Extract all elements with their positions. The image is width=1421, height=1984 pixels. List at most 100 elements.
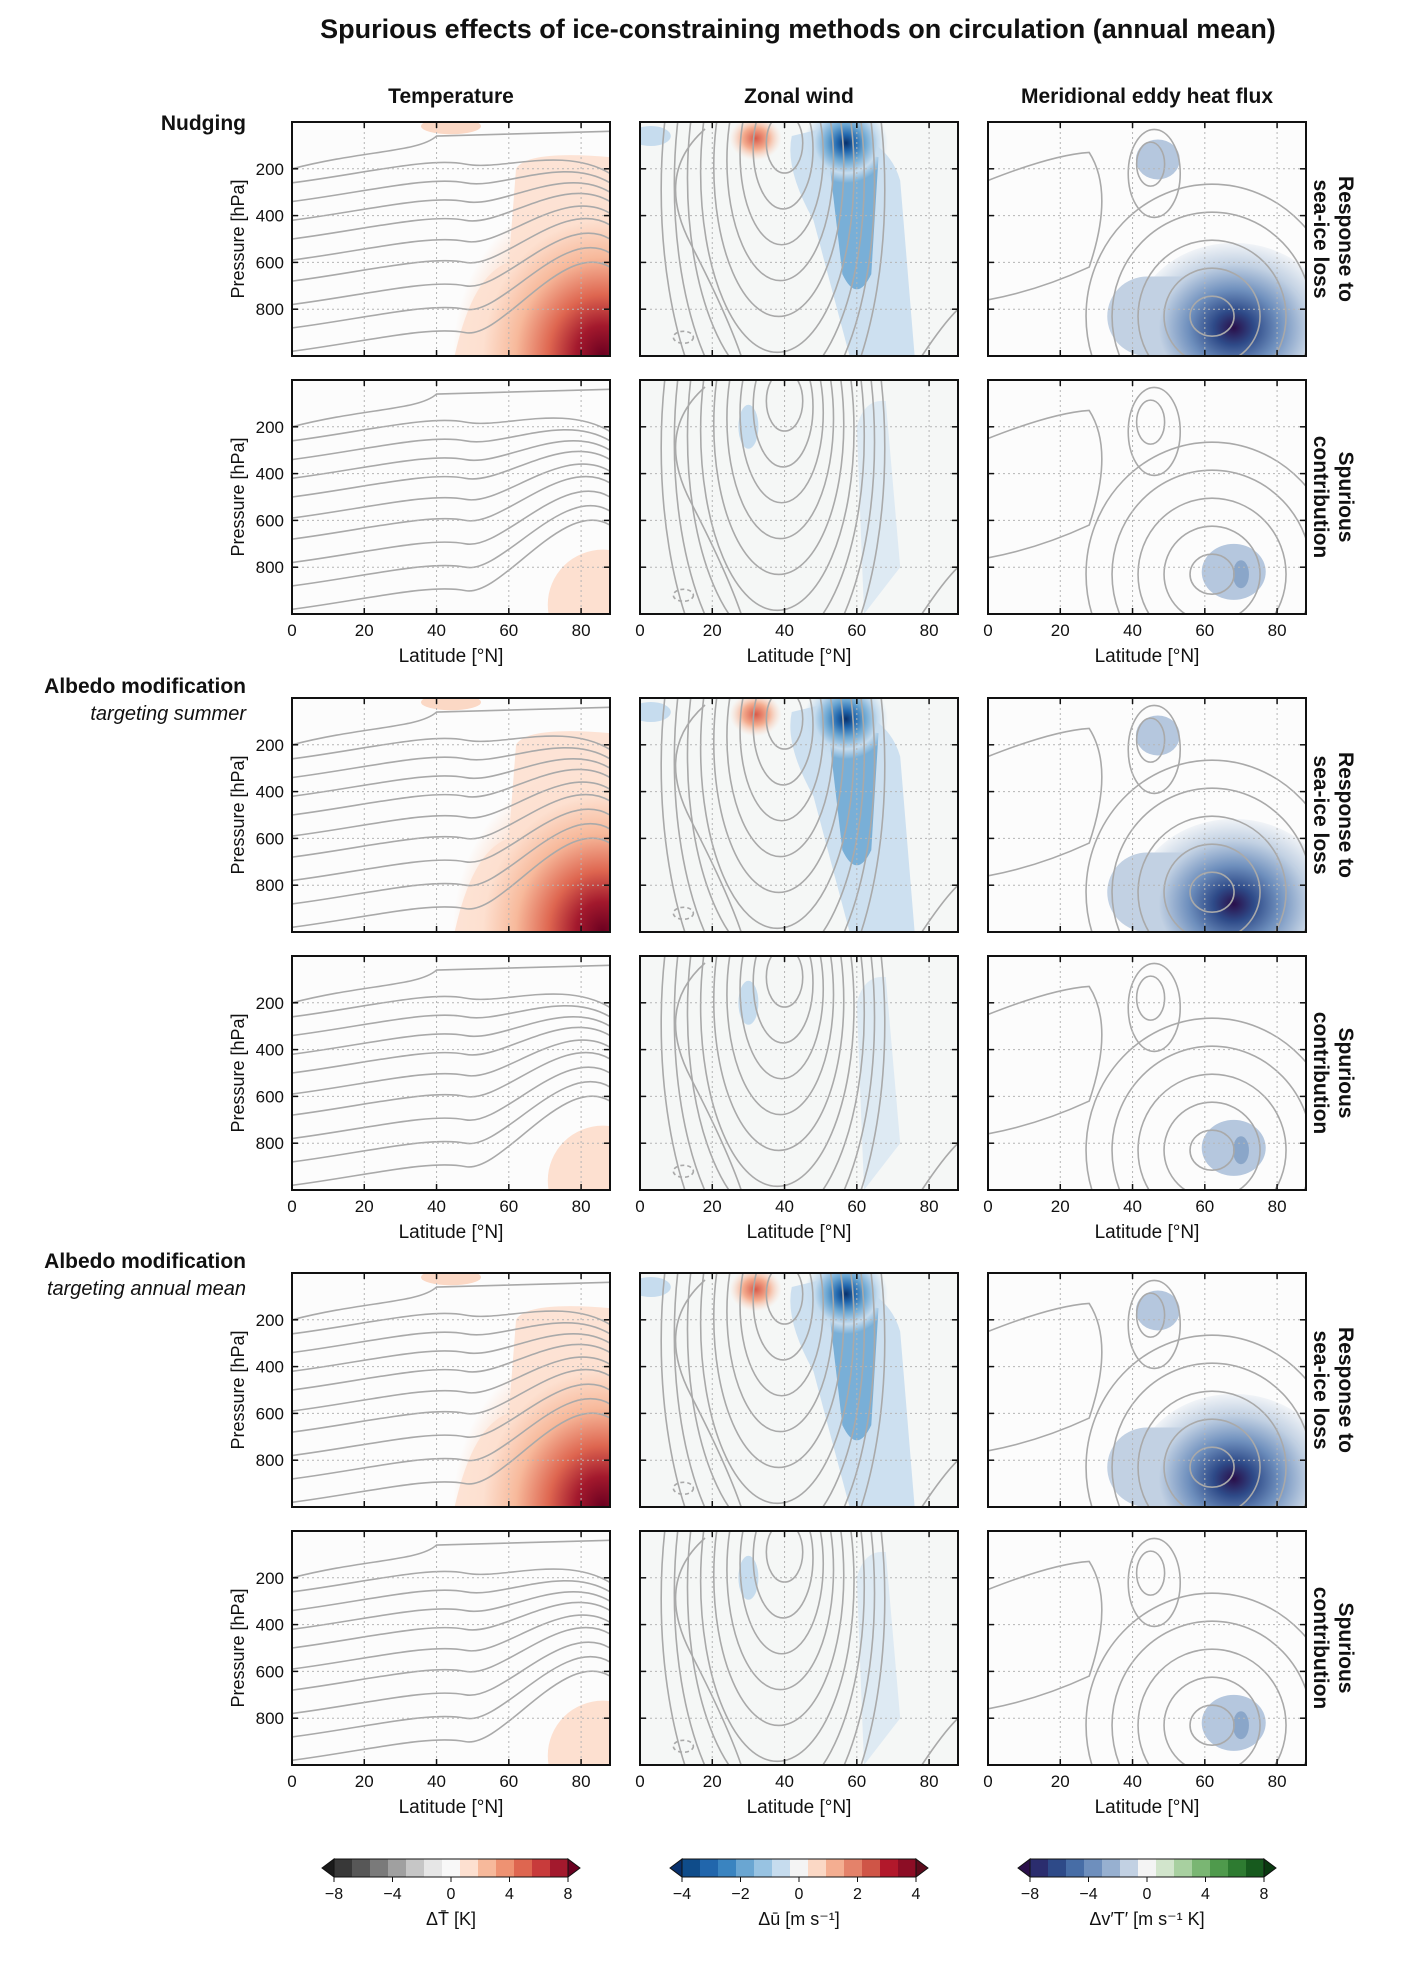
x-tick-label: 80: [1268, 1772, 1287, 1791]
climatology-contour: [292, 993, 610, 1018]
climatology-contour: [292, 964, 610, 1004]
climatology-contour: [292, 192, 610, 240]
row-label: Spuriouscontribution: [1309, 1587, 1357, 1709]
climatology-contour: [292, 781, 610, 837]
x-tick-label: 80: [920, 621, 939, 640]
x-tick-label: 40: [775, 621, 794, 640]
y-tick-label: 600: [256, 1404, 284, 1423]
y-tick-label: 400: [256, 1041, 284, 1060]
x-axis-label: Latitude [°N]: [747, 646, 852, 667]
x-tick-label: 60: [499, 1772, 518, 1791]
panel: [987, 1272, 1307, 1508]
temperature-warming-core: [452, 186, 610, 356]
x-tick-label: 40: [1123, 1197, 1142, 1216]
temperature-anomaly-fill: [547, 549, 610, 614]
y-tick-label: 400: [256, 207, 284, 226]
row-label-line: Spurious: [1334, 1602, 1357, 1693]
column-header: Meridional eddy heat flux: [1021, 85, 1273, 108]
colorbar-extend-low: [669, 1858, 683, 1878]
climatology-contour: [292, 417, 610, 442]
row-label-line: Spurious: [1334, 451, 1357, 542]
climatology-contour: [1189, 1446, 1235, 1489]
climatology-contour: [739, 380, 825, 504]
zonal-wind-anomaly-fill: [856, 400, 901, 614]
colorbar-swatch: [388, 1859, 407, 1877]
x-tick-label: 20: [1051, 1197, 1070, 1216]
y-axis-label: Pressure [hPa]: [228, 1013, 248, 1132]
y-tick-label: 800: [256, 876, 284, 895]
y-tick-label: 800: [256, 300, 284, 319]
climatology-contour: [292, 1016, 610, 1056]
climatology-contour: [1137, 815, 1287, 932]
colorbar-tick-label: 8: [1260, 1886, 1269, 1903]
colorbar-swatch: [880, 1859, 899, 1877]
y-tick-label: 800: [256, 1134, 284, 1153]
x-tick-label: 0: [983, 1772, 992, 1791]
climatology-contour: [712, 698, 845, 894]
climatology-contour: [292, 1601, 610, 1649]
panel-frame: [987, 697, 1307, 933]
x-tick-label: 40: [1123, 621, 1142, 640]
climatology-contour: [292, 1321, 610, 1354]
colorbar-swatch: [496, 1859, 515, 1877]
colorbar-swatch: [862, 1859, 881, 1877]
colorbar-tick-label: −8: [325, 1886, 343, 1903]
panel-frame: [987, 379, 1307, 615]
x-tick-label: 0: [635, 1197, 644, 1216]
climatology-contour: [292, 388, 610, 428]
panel: 0 20 40 60 80 Latitude [°N]: [983, 955, 1307, 1243]
panel: [987, 697, 1307, 933]
row-label-line: Response to: [1334, 752, 1357, 878]
colorbar-swatch: [424, 1859, 443, 1877]
climatology-contour: [1135, 1292, 1166, 1338]
colorbar-extend-high: [915, 1858, 929, 1878]
x-tick-label: 80: [572, 621, 591, 640]
x-tick-label: 0: [287, 1197, 296, 1216]
x-tick-label: 0: [287, 621, 296, 640]
climatology-contour: [292, 1670, 610, 1762]
climatology-contour: [1127, 1537, 1182, 1628]
y-tick-label: 200: [256, 1311, 284, 1330]
climatology-contour: [292, 1383, 610, 1457]
y-axis-label: Pressure [hPa]: [228, 755, 248, 874]
climatology-contour: [1189, 295, 1235, 338]
group-sublabel: targeting summer: [90, 703, 247, 725]
climatology-contour: [292, 1568, 610, 1593]
climatology-contour: [752, 956, 814, 1044]
climatology-contour: [292, 232, 610, 306]
climatology-contour: [1137, 1648, 1287, 1765]
x-tick-label: 60: [1195, 621, 1214, 640]
panel-frame: [291, 697, 611, 933]
climatology-contour: [726, 698, 835, 858]
colorbar-swatch: [898, 1859, 917, 1877]
x-tick-label: 0: [287, 1772, 296, 1791]
colorbar-swatch: [478, 1859, 497, 1877]
climatology-contour: [292, 735, 610, 760]
climatology-contour: [292, 1095, 610, 1187]
climatology-contour: [686, 122, 866, 356]
row-label: Spuriouscontribution: [1309, 436, 1357, 558]
climatology-contour: [292, 1626, 610, 1691]
climatology-contour: [1163, 1676, 1261, 1765]
climatology-contour: [673, 1273, 876, 1507]
colorbar-tick-label: 4: [505, 1886, 514, 1903]
climatology-contour: [686, 956, 866, 1190]
colorbar-tick-label: −4: [1079, 1886, 1097, 1903]
colorbar-swatch: [1174, 1859, 1193, 1877]
x-axis-label: Latitude [°N]: [747, 1797, 852, 1818]
x-tick-label: 80: [1268, 1197, 1287, 1216]
panel-frame: [987, 955, 1307, 1191]
x-tick-label: 40: [1123, 1772, 1142, 1791]
climatology-contour: [1111, 1045, 1306, 1190]
colorbar-tick-label: 0: [447, 1886, 456, 1903]
climatology-contour: [1085, 441, 1306, 614]
climatology-contour: [988, 1560, 1103, 1710]
panel: [639, 121, 959, 357]
y-tick-label: 200: [256, 160, 284, 179]
y-tick-label: 600: [256, 511, 284, 530]
climatology-contour: [292, 1039, 610, 1095]
x-tick-label: 20: [355, 1197, 374, 1216]
colorbar-extend-low: [1017, 1858, 1031, 1878]
colorbar-extend-low: [321, 1858, 335, 1878]
heat-flux-negative-core: [1133, 242, 1306, 356]
